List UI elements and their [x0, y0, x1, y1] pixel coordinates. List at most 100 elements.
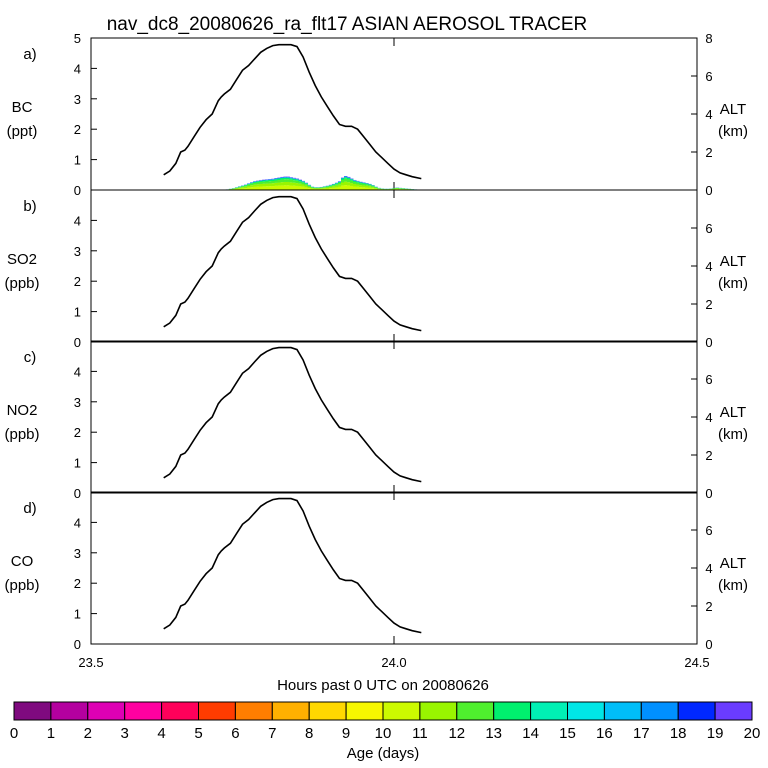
bc-age-bar-segment [331, 185, 336, 187]
bc-age-bar-segment [253, 184, 257, 187]
alt-label: ALT [720, 101, 746, 118]
bc-age-bar-segment [307, 185, 312, 186]
colorbar-swatch [714, 701, 753, 721]
bc-age-bar-segment [277, 185, 281, 190]
right-tick-label: 6 [705, 523, 712, 538]
bc-age-bar-segment [328, 186, 333, 189]
bc-age-bar-segment [237, 187, 242, 189]
colorbar-tick-label: 1 [47, 725, 55, 742]
bc-age-bar-segment [234, 187, 239, 189]
left-tick-label: 4 [74, 61, 81, 76]
bc-age-bar-segment [353, 186, 357, 190]
bc-age-bar-segment [237, 188, 242, 190]
bc-age-bar-segment [237, 187, 242, 188]
bc-age-bar-segment [353, 180, 357, 181]
bc-age-bar-segment [331, 186, 336, 188]
bc-age-bar-segment [337, 182, 342, 185]
bc-age-bar-segment [277, 177, 281, 179]
bc-age-bar-segment [350, 185, 354, 190]
species-unit: (ppb) [4, 426, 39, 443]
right-tick-label: 4 [705, 561, 712, 576]
bc-age-bar-segment [362, 183, 366, 184]
colorbar-tick-label: 8 [305, 725, 313, 742]
colorbar-tick-label: 12 [448, 725, 465, 742]
colorbar-tick-label: 0 [10, 725, 18, 742]
bc-age-bar-segment [295, 185, 299, 190]
bc-age-bar-segment [340, 177, 345, 179]
bc-age-bar-segment [313, 188, 318, 190]
bc-age-bar-segment [259, 180, 263, 181]
bc-age-bar-segment [340, 185, 345, 190]
bc-age-bar-segment [271, 181, 275, 184]
bc-age-bar-segment [274, 182, 278, 186]
bc-age-bar-segment [359, 185, 363, 188]
altitude-line [163, 497, 422, 634]
bc-age-bar-segment [298, 179, 302, 181]
bc-age-bar-segment [356, 181, 360, 183]
colorbar-swatch [456, 701, 495, 721]
bc-age-bar-segment [359, 183, 363, 186]
panel-id-label: b) [23, 198, 36, 215]
panel-no2: 0 1 2 3 4 0 2 4 6 c) NO2 (ppb) ALT (km) [4, 340, 748, 501]
left-tick-label: 1 [74, 456, 81, 471]
right-tick-label: 6 [705, 372, 712, 387]
bc-age-bar-segment [259, 183, 263, 187]
bc-age-bar-segment [371, 188, 375, 190]
bc-age-bar-segment [289, 178, 293, 180]
colorbar-tick-label: 20 [744, 725, 761, 742]
bc-age-bar-segment [268, 183, 272, 187]
panels-group: 0 1 2 3 4 5 0 2 4 6 8 a) BC (ppt) ALT (km) 0 1 2 3 4 0 2 4 6 b) SO… [4, 31, 748, 670]
bc-age-bar-segment [337, 181, 342, 183]
bc-age-bar-segment [277, 182, 281, 186]
bc-age-bar-segment [274, 185, 278, 190]
bc-age-bar-segment [374, 187, 378, 189]
bc-age-bar-segment [262, 186, 266, 190]
bc-age-bar-segment [271, 179, 275, 182]
bc-age-bar-segment [328, 185, 333, 186]
bc-age-bar-segment [307, 186, 312, 189]
x-axis-label: Hours past 0 UTC on 20080626 [277, 677, 489, 694]
bc-age-bar-segment [337, 184, 342, 187]
bc-age-bar-segment [365, 183, 369, 185]
bc-age-bar-segment [262, 180, 266, 182]
left-tick-label: 4 [74, 213, 81, 228]
colorbar-tick-label: 11 [412, 725, 428, 742]
alt-unit: (km) [718, 123, 748, 140]
alt-unit: (km) [718, 426, 748, 443]
bc-age-bar-segment [365, 184, 369, 186]
bc-age-bar-segment [244, 186, 248, 189]
bc-age-bar-segment [347, 182, 351, 186]
panel-frame [90, 37, 698, 191]
right-tick-label: 4 [705, 107, 712, 122]
species-label: NO2 [7, 402, 38, 419]
bc-age-bar-segment [271, 183, 275, 187]
colorbar-tick-label: 17 [633, 725, 650, 742]
bc-age-bar-segment [362, 183, 366, 186]
left-tick-label: 3 [74, 395, 81, 410]
bc-age-bar-segment [262, 183, 266, 187]
age-colorbar: 0 1 2 3 4 5 6 7 8 9 10 11 12 13 14 15 16 17 18 19 20 [10, 701, 761, 742]
bc-age-bar-segment [340, 182, 345, 186]
bc-age-bar-segment [316, 187, 321, 189]
bc-age-bar-segment [283, 177, 287, 180]
bc-age-bar-segment [280, 182, 284, 186]
bc-age-bar-segment [353, 181, 357, 184]
bc-age-bar-segment [250, 187, 254, 190]
colorbar-swatch [271, 701, 310, 721]
colorbar-swatch [124, 701, 163, 721]
bc-age-bar-segment [344, 185, 348, 190]
colorbar-swatch [308, 701, 347, 721]
left-tick-label: 1 [74, 305, 81, 320]
bc-age-bar-segment [344, 176, 348, 178]
x-tick-label: 23.5 [78, 655, 103, 670]
colorbar-tick-label: 6 [231, 725, 239, 742]
left-tick-label: 2 [74, 425, 81, 440]
bc-age-bar-segment [350, 183, 354, 186]
colorbar-swatch [677, 701, 716, 721]
bc-age-bar-segment [353, 180, 357, 182]
colorbar-tick-label: 2 [84, 725, 92, 742]
colorbar-tick-label: 9 [342, 725, 350, 742]
bc-age-bar-segment [295, 179, 299, 181]
bc-age-bar-segment [295, 180, 299, 184]
species-unit: (ppt) [7, 123, 38, 140]
